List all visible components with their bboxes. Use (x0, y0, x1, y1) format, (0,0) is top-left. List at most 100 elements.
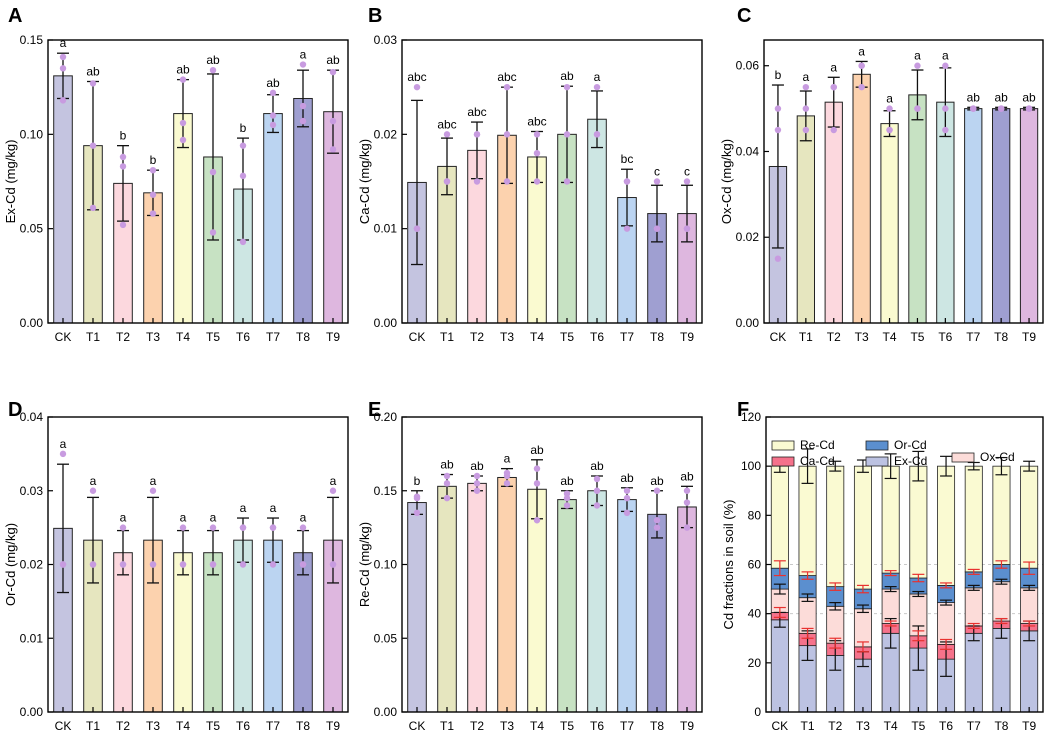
bar-T1 (437, 485, 457, 713)
data-point (653, 225, 661, 232)
x-tick-label: T1 (440, 330, 454, 344)
bar-T1 (796, 115, 815, 324)
data-point (563, 494, 571, 502)
significance-letter: ab (266, 76, 280, 90)
data-point (443, 480, 451, 487)
bar-CK (53, 75, 73, 324)
x-tick-label: T3 (500, 330, 514, 344)
significance-letter: abc (407, 70, 426, 84)
data-point (413, 83, 421, 91)
legend: Re-Cd Or-Cd Ox-Cd Ca-Cd Ex-Cd (771, 438, 1015, 468)
bar-CK (407, 502, 427, 713)
significance-letter: b (414, 474, 421, 488)
x-tick-label: T1 (799, 330, 813, 344)
significance-letter: a (858, 44, 865, 58)
x-tick-label: CK (55, 330, 72, 344)
data-point (443, 472, 451, 480)
x-tick-label: T5 (910, 330, 924, 344)
legend-swatch (865, 456, 889, 467)
significance-letter: bc (621, 152, 634, 166)
significance-letter: a (240, 501, 247, 515)
x-tick-label: T8 (296, 719, 310, 733)
data-point (59, 53, 67, 61)
x-tick-label: CK (55, 719, 72, 733)
data-point (89, 80, 97, 87)
data-point (533, 517, 541, 524)
significance-letter: a (150, 474, 157, 488)
data-point (149, 561, 157, 568)
stack-Ex-Cd-CK (770, 619, 789, 713)
data-point (563, 83, 571, 91)
y-tick-label: 0.03 (20, 484, 44, 498)
data-point (653, 178, 661, 185)
plot-frame (47, 39, 349, 324)
data-point (239, 172, 247, 180)
data-point (269, 121, 277, 129)
significance-letter: c (654, 165, 660, 179)
significance-letter: b (150, 153, 157, 167)
significance-letter: a (60, 36, 67, 50)
data-point (179, 524, 187, 531)
data-point (443, 494, 451, 502)
legend-swatch (865, 440, 889, 451)
y-tick-label: 0.01 (20, 631, 44, 645)
significance-letter: a (90, 474, 97, 488)
bar-T4 (173, 552, 193, 713)
y-tick-label: 0.00 (20, 705, 44, 719)
x-tick-label: T9 (326, 719, 340, 733)
stack-Ox-Cd-T2 (826, 605, 845, 644)
data-point (89, 204, 97, 212)
data-point (59, 450, 67, 458)
bar-T2 (467, 482, 487, 713)
x-tick-label: T7 (966, 330, 980, 344)
x-tick-label: CK (409, 330, 426, 344)
data-point (299, 524, 307, 531)
data-point (149, 191, 157, 198)
bar-T7 (263, 113, 283, 324)
data-point (942, 126, 949, 134)
x-tick-label: T3 (855, 330, 869, 344)
significance-letter: a (210, 511, 217, 525)
panel-letter: A (8, 5, 22, 27)
data-point (443, 131, 451, 138)
significance-letter: ab (560, 69, 574, 83)
data-point (830, 126, 837, 134)
data-point (623, 225, 631, 232)
data-point (774, 105, 782, 112)
significance-letter: a (504, 452, 511, 466)
data-point (503, 178, 511, 185)
data-point (239, 142, 247, 149)
stack-Re-Cd-T9 (1020, 465, 1039, 569)
panel-letter: C (737, 5, 751, 27)
data-point (593, 502, 601, 509)
data-point (329, 487, 337, 494)
bar-T4 (880, 123, 899, 324)
data-point (593, 131, 601, 138)
data-point (593, 487, 601, 494)
significance-letter: ab (176, 63, 190, 77)
data-point (653, 524, 661, 531)
x-tick-label: T9 (1022, 719, 1036, 733)
significance-letter: b (120, 129, 127, 143)
data-point (209, 524, 217, 531)
x-tick-label: T7 (967, 719, 981, 733)
data-point (563, 490, 571, 497)
y-tick-label: 0.03 (374, 33, 398, 47)
significance-letter: a (830, 60, 837, 74)
data-point (443, 178, 451, 185)
data-point (59, 561, 67, 568)
plot-frame (763, 39, 1044, 324)
significance-letter: a (330, 474, 337, 488)
x-tick-label: T5 (560, 719, 574, 733)
data-point (802, 83, 810, 91)
y-axis-label: Ca-Cd (mg/kg) (357, 139, 372, 224)
significance-letter: ab (680, 469, 694, 483)
x-tick-label: T2 (827, 330, 841, 344)
bar-T3 (852, 73, 871, 324)
x-tick-label: T5 (560, 330, 574, 344)
data-point (774, 126, 782, 134)
x-tick-label: T6 (590, 719, 604, 733)
data-point (119, 524, 127, 531)
stack-Re-Cd-T8 (992, 465, 1011, 565)
x-tick-label: T5 (206, 719, 220, 733)
